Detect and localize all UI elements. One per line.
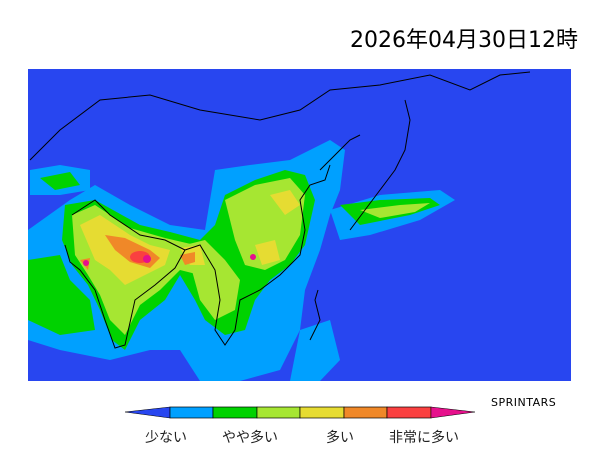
legend-low-arrow xyxy=(124,406,171,419)
legend-segment-4 xyxy=(299,406,345,419)
legend-label-somewhat-high: やや多い xyxy=(222,430,278,446)
legend-segment-2 xyxy=(212,406,258,419)
coastlines xyxy=(29,71,531,349)
legend-label-low: 少ない xyxy=(145,430,187,446)
hotspots xyxy=(83,251,256,266)
aerosol-map xyxy=(28,69,571,381)
legend-segment-1 xyxy=(169,406,214,419)
legend-segment-6 xyxy=(386,406,432,419)
legend-segment-3 xyxy=(256,406,301,419)
model-credit: SPRINTARS xyxy=(491,396,557,409)
legend-label-high: 多い xyxy=(326,430,354,446)
legend-label-very-high: 非常に多い xyxy=(389,430,459,446)
forecast-timestamp: 2026年04月30日12時 xyxy=(350,28,578,53)
legend-segment-5 xyxy=(343,406,388,419)
legend-high-arrow xyxy=(430,406,476,419)
